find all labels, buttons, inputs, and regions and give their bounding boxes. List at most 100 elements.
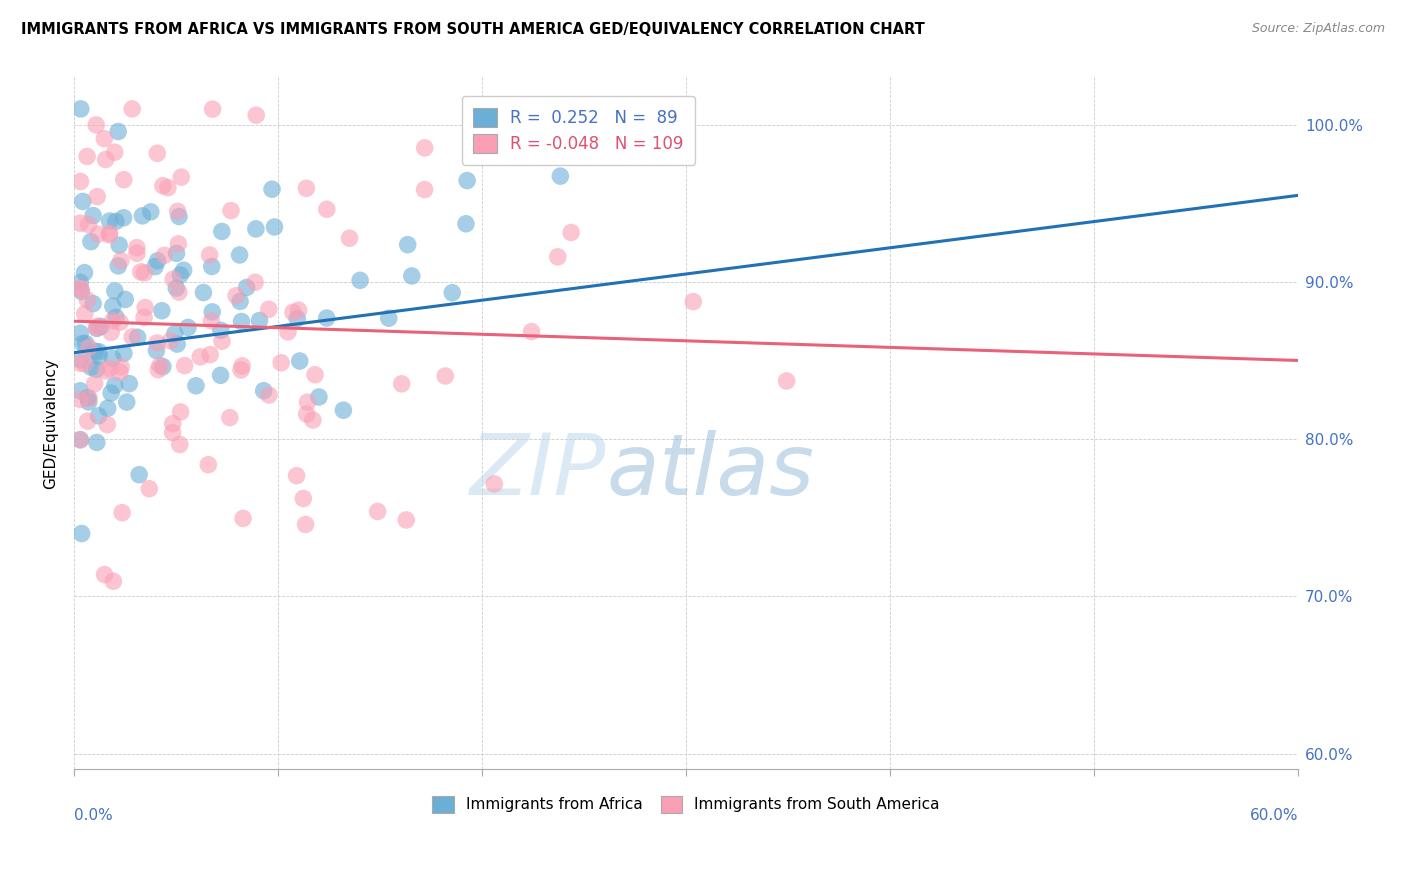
Point [308,390,330,404]
Point [162,272,184,286]
Point [235,280,257,294]
Point [396,237,419,252]
Point [292,491,315,506]
Point [121,102,143,116]
Point [162,425,184,440]
Point [295,407,318,421]
Point [77,395,100,409]
Point [219,203,242,218]
Point [98,227,121,241]
Point [70,526,93,541]
Point [332,403,354,417]
Point [211,334,233,349]
Point [167,236,190,251]
Point [177,320,200,334]
Point [232,511,254,525]
Point [166,204,188,219]
Point [104,284,127,298]
Point [173,263,195,277]
Point [520,325,543,339]
Point [104,378,127,392]
Point [153,248,176,262]
Point [166,337,188,351]
Point [103,574,125,589]
Point [110,359,132,374]
Point [197,458,219,472]
Point [76,149,98,163]
Point [101,351,124,366]
Point [391,376,413,391]
Point [560,226,582,240]
Point [86,435,108,450]
Point [145,343,167,358]
Point [413,141,436,155]
Point [101,313,124,327]
Point [243,275,266,289]
Point [775,374,797,388]
Point [441,285,464,300]
Point [152,178,174,193]
Point [96,417,118,432]
Point [163,326,186,341]
Point [198,248,221,262]
Point [146,335,169,350]
Point [125,241,148,255]
Point [69,102,91,116]
Point [170,170,193,185]
Point [69,216,91,230]
Point [547,250,569,264]
Point [143,260,166,274]
Point [294,517,316,532]
Point [69,174,91,188]
Point [72,194,94,209]
Point [165,281,187,295]
Point [150,303,173,318]
Text: 0.0%: 0.0% [75,808,112,823]
Point [263,219,285,234]
Point [198,348,221,362]
Point [77,341,100,355]
Point [100,326,122,340]
Point [349,273,371,287]
Point [107,259,129,273]
Point [125,246,148,260]
Point [295,181,318,195]
Point [93,567,115,582]
Point [257,302,280,317]
Point [413,183,436,197]
Point [76,293,98,307]
Point [69,392,91,407]
Point [245,222,267,236]
Point [98,214,121,228]
Point [94,153,117,167]
Point [378,311,401,326]
Point [128,467,150,482]
Point [167,210,190,224]
Text: IMMIGRANTS FROM AFRICA VS IMMIGRANTS FROM SOUTH AMERICA GED/EQUIVALENCY CORRELAT: IMMIGRANTS FROM AFRICA VS IMMIGRANTS FRO… [21,22,925,37]
Point [148,363,170,377]
Point [80,235,103,249]
Point [454,217,477,231]
Point [127,330,149,344]
Point [682,294,704,309]
Point [69,326,91,341]
Point [152,359,174,374]
Point [112,172,135,186]
Point [87,227,110,241]
Point [231,314,253,328]
Point [101,299,124,313]
Point [131,209,153,223]
Point [260,182,283,196]
Point [304,368,326,382]
Point [288,354,311,368]
Point [281,305,304,319]
Point [87,349,110,363]
Point [87,344,110,359]
Point [82,209,104,223]
Point [146,253,169,268]
Point [84,344,107,359]
Point [138,482,160,496]
Point [82,296,104,310]
Point [77,392,100,406]
Point [86,321,108,335]
